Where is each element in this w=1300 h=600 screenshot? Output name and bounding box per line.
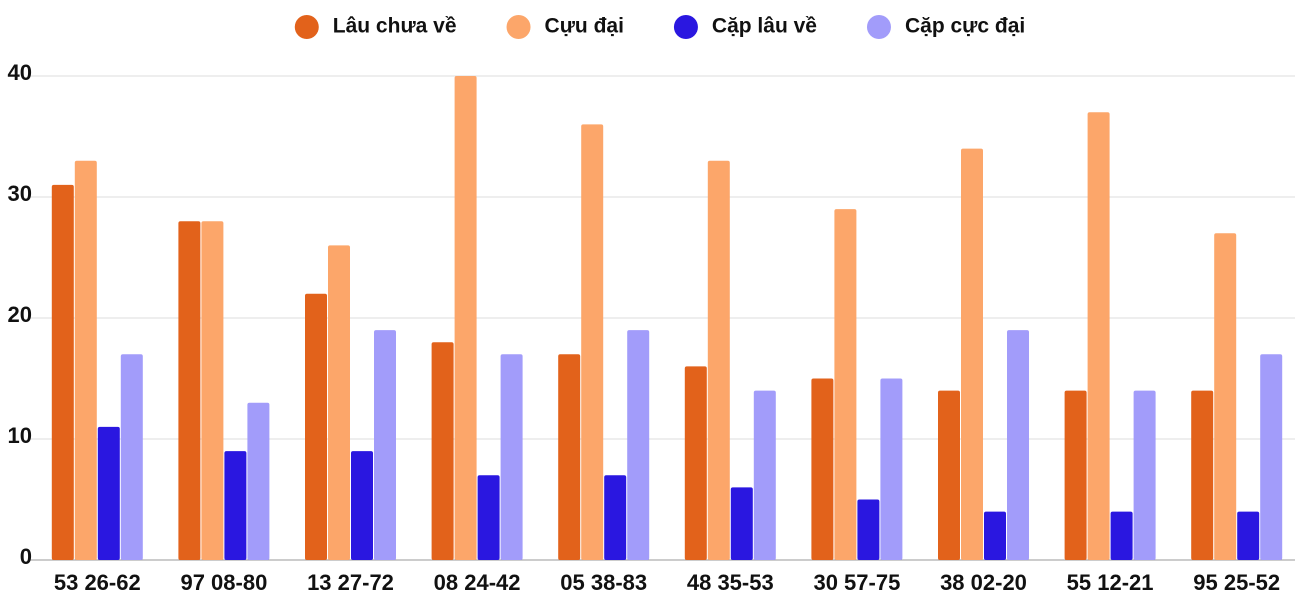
x-tick-label: 30 57-75 bbox=[813, 570, 900, 595]
bar bbox=[431, 342, 454, 560]
bar bbox=[753, 390, 776, 560]
bar bbox=[224, 451, 247, 560]
bar bbox=[880, 378, 903, 560]
bar bbox=[247, 402, 270, 560]
bar bbox=[1214, 233, 1237, 561]
bar bbox=[120, 354, 143, 560]
bar bbox=[1064, 390, 1087, 560]
bar bbox=[1237, 511, 1260, 560]
bar bbox=[604, 475, 627, 560]
x-tick-label: 48 35-53 bbox=[687, 570, 774, 595]
x-tick-label: 05 38-83 bbox=[560, 570, 647, 595]
bar bbox=[51, 184, 74, 560]
bar bbox=[811, 378, 834, 560]
bar bbox=[627, 330, 650, 560]
legend-marker bbox=[866, 15, 891, 39]
x-tick-label: 38 02-20 bbox=[940, 570, 1027, 595]
bar bbox=[305, 293, 327, 560]
bar bbox=[500, 354, 523, 560]
bar bbox=[707, 160, 730, 560]
bar bbox=[684, 366, 707, 560]
bar bbox=[581, 124, 604, 561]
bar bbox=[857, 499, 880, 560]
bar bbox=[328, 245, 350, 560]
bar bbox=[961, 148, 983, 560]
bar bbox=[178, 221, 201, 560]
bar bbox=[1110, 511, 1133, 560]
x-tick-label: 53 26-62 bbox=[54, 570, 141, 595]
bar bbox=[1133, 390, 1156, 560]
bar bbox=[201, 221, 224, 560]
y-tick-label: 30 bbox=[8, 181, 32, 206]
x-tick-label: 55 12-21 bbox=[1067, 570, 1154, 595]
bar bbox=[374, 330, 396, 560]
y-tick-label: 10 bbox=[8, 423, 32, 448]
bar bbox=[1007, 330, 1029, 560]
bar bbox=[74, 160, 97, 560]
bar bbox=[1087, 112, 1110, 561]
bar bbox=[558, 354, 581, 560]
y-tick-label: 20 bbox=[8, 302, 32, 327]
bar bbox=[730, 487, 753, 560]
legend-label: Cặp cực đại bbox=[905, 15, 1025, 38]
x-tick-label: 13 27-72 bbox=[307, 570, 394, 595]
legend-marker bbox=[294, 15, 319, 39]
bar bbox=[97, 426, 120, 560]
bar bbox=[834, 209, 857, 560]
legend-marker bbox=[506, 15, 531, 39]
bar bbox=[1191, 390, 1214, 560]
x-tick-label: 95 25-52 bbox=[1193, 570, 1280, 595]
legend-label: Cựu đại bbox=[545, 15, 624, 38]
bar bbox=[1260, 354, 1283, 560]
bar bbox=[454, 76, 477, 560]
legend-label: Cặp lâu về bbox=[712, 15, 817, 38]
bar bbox=[938, 390, 960, 560]
bar bbox=[351, 451, 373, 560]
legend-label: Lâu chưa về bbox=[333, 15, 457, 38]
bar bbox=[984, 511, 1006, 560]
y-tick-label: 40 bbox=[8, 60, 32, 85]
x-tick-label: 97 08-80 bbox=[180, 570, 267, 595]
legend-marker bbox=[673, 15, 698, 39]
x-tick-label: 08 24-42 bbox=[434, 570, 521, 595]
bar bbox=[477, 475, 500, 560]
y-tick-label: 0 bbox=[20, 544, 32, 569]
